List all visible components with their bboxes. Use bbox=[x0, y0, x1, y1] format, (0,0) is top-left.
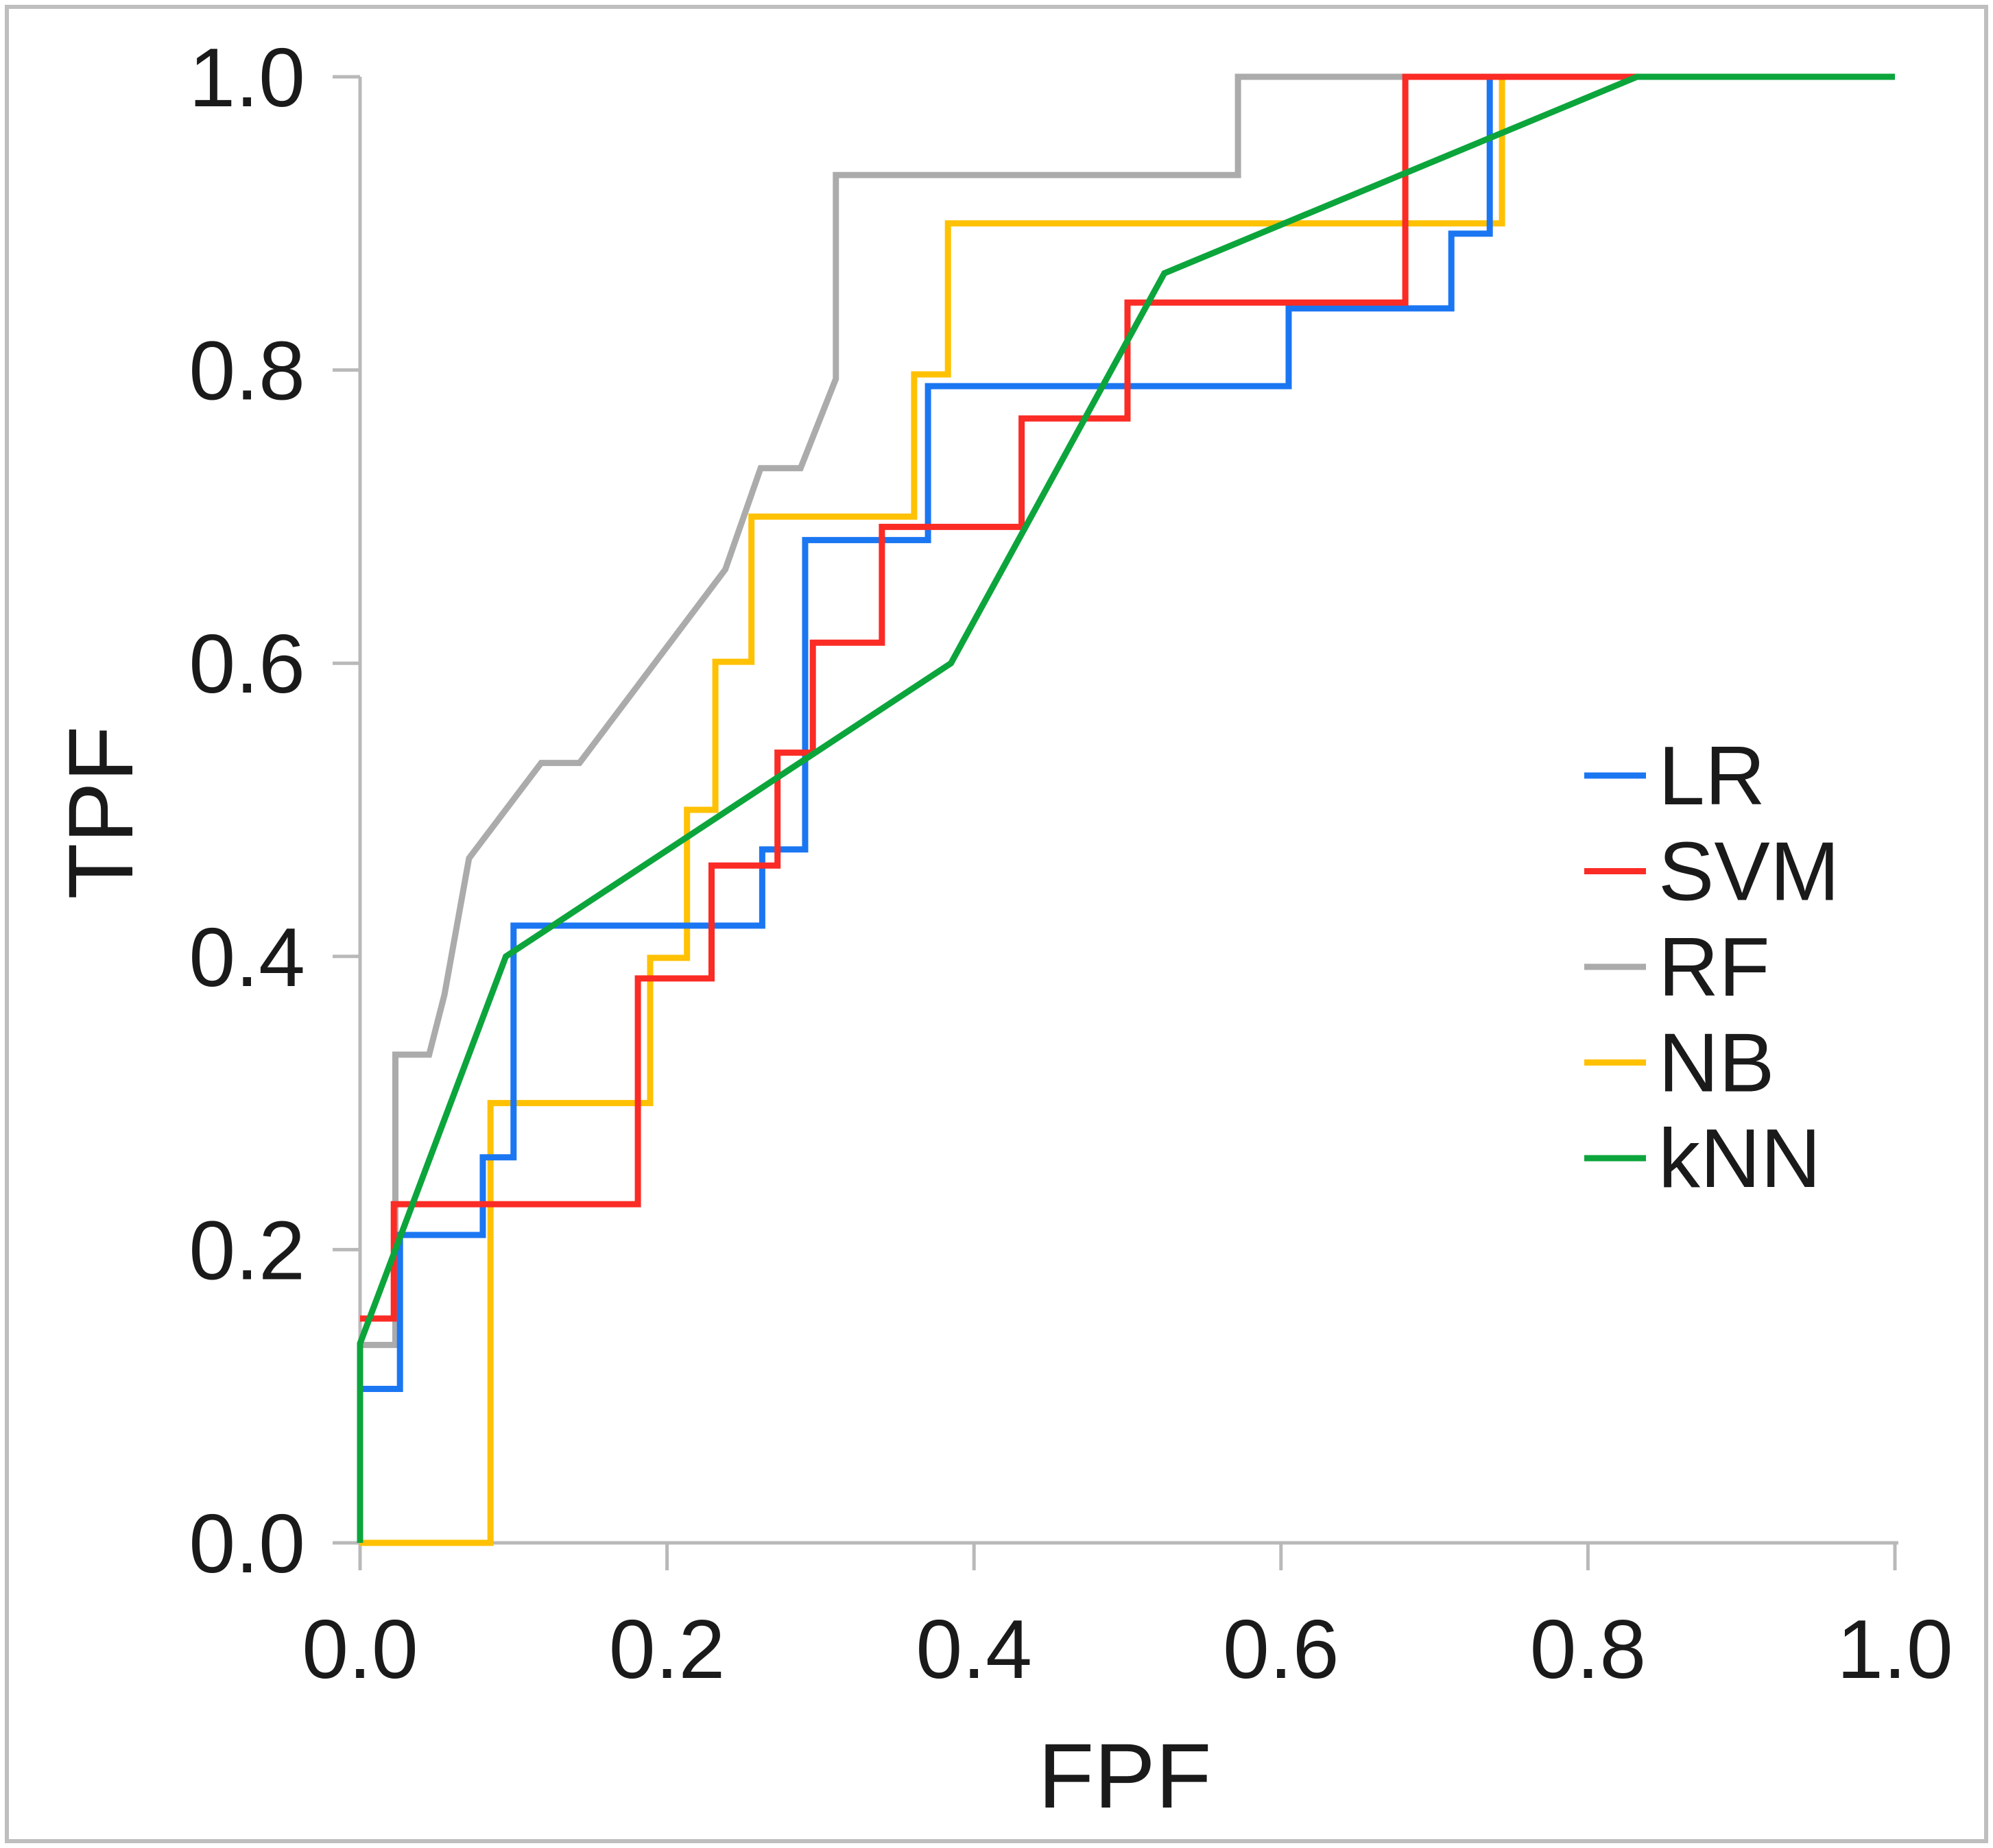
legend-label-NB: NB bbox=[1658, 1016, 1774, 1109]
series-line-NB bbox=[360, 73, 1895, 1546]
legend-item-kNN: kNN bbox=[1584, 1112, 1821, 1205]
legend-item-NB: NB bbox=[1584, 1016, 1774, 1109]
series-line-SVM bbox=[360, 73, 1895, 1322]
y-axis-title: TPF bbox=[50, 725, 152, 899]
y-tick-label: 0.8 bbox=[189, 324, 305, 418]
series-line-kNN bbox=[357, 73, 1895, 1543]
legend-label-SVM: SVM bbox=[1658, 825, 1839, 918]
x-tick-label: 1.0 bbox=[1837, 1603, 1953, 1696]
series-curves bbox=[357, 73, 1895, 1546]
legend-item-SVM: SVM bbox=[1584, 825, 1839, 918]
legend-label-LR: LR bbox=[1658, 729, 1765, 822]
x-tick-label: 0.4 bbox=[916, 1603, 1032, 1696]
x-tick-label: 0.6 bbox=[1223, 1603, 1339, 1696]
legend-label-RF: RF bbox=[1658, 920, 1770, 1013]
y-tick-label: 0.2 bbox=[189, 1203, 305, 1297]
x-axis-title: FPF bbox=[1038, 1725, 1211, 1827]
figure-frame bbox=[5, 5, 1988, 1843]
y-tick-label: 1.0 bbox=[189, 31, 305, 124]
axes: 0.0 0.2 0.4 0.6 0.8 1.0 0.0 0.2 0.4 0.6 0.8 1.0 bbox=[189, 31, 1953, 1696]
series-line-LR bbox=[360, 73, 1895, 1392]
y-tick-label: 0.4 bbox=[189, 911, 305, 1004]
y-tick-label: 0.0 bbox=[189, 1497, 305, 1590]
legend-item-RF: RF bbox=[1584, 920, 1770, 1013]
legend-item-LR: LR bbox=[1584, 729, 1765, 822]
x-tick-label: 0.8 bbox=[1530, 1603, 1647, 1696]
x-tick-label: 0.0 bbox=[302, 1603, 418, 1696]
legend-label-kNN: kNN bbox=[1658, 1112, 1821, 1205]
x-tick-label: 0.2 bbox=[609, 1603, 726, 1696]
y-tick-label: 0.6 bbox=[189, 617, 305, 710]
series-line-RF bbox=[360, 73, 1895, 1348]
